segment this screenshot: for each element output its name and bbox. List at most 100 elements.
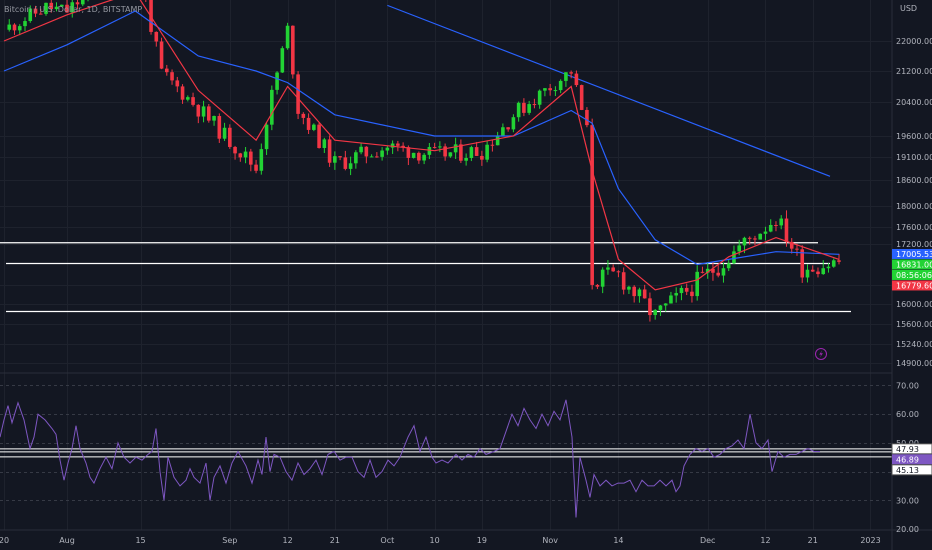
trendline-layer[interactable] — [387, 4, 831, 177]
candle-down — [684, 283, 689, 296]
moving-average-series — [3, 0, 840, 291]
price-tick-label: 18600.00 — [896, 176, 932, 185]
price-tick-label: 17200.00 — [896, 240, 932, 249]
rsi-badge: 45.13 — [891, 464, 932, 476]
candle-down — [375, 152, 379, 158]
candle-up — [385, 145, 390, 155]
candle-down — [12, 23, 17, 35]
support-resistance-levels[interactable] — [0, 242, 851, 313]
price-tick-label: 18000.00 — [896, 202, 932, 211]
candle-down — [228, 124, 232, 149]
candle-down — [364, 146, 369, 164]
candle-up — [606, 260, 610, 275]
candle-down — [590, 118, 594, 290]
candlestick-series — [7, 0, 841, 322]
candle-down — [789, 238, 794, 254]
candle-down — [238, 152, 243, 162]
candle-up — [201, 100, 206, 123]
candle-down — [207, 103, 211, 123]
candle-down — [233, 145, 237, 160]
candle-down — [254, 159, 258, 174]
rsi-badge-text: 47.93 — [896, 445, 919, 454]
candle-down — [700, 266, 705, 274]
candle-up — [543, 88, 547, 97]
candle-down — [810, 265, 815, 272]
price-badge-text: 08:56:06 — [896, 271, 932, 280]
candle-up — [637, 287, 642, 303]
rsi-badge: 46.89 — [892, 454, 932, 465]
candle-down — [191, 92, 195, 107]
candle-down — [170, 69, 174, 85]
candle-down — [327, 135, 332, 167]
candle-up — [23, 17, 27, 32]
candle-down — [406, 145, 411, 166]
price-badge-text: 17005.53 — [896, 250, 932, 259]
candle-down — [164, 64, 169, 76]
candle-down — [548, 83, 552, 96]
candle-down — [306, 113, 311, 134]
candle-down — [690, 284, 694, 303]
candle-up — [453, 137, 458, 159]
price-tick-label: 21200.00 — [896, 67, 932, 76]
candle-down — [774, 221, 778, 232]
candle-up — [259, 143, 264, 175]
candle-up — [627, 285, 631, 294]
time-tick-label: 21 — [808, 536, 818, 545]
grid-lines — [0, 0, 892, 530]
candle-up — [600, 267, 605, 294]
candle-up — [721, 262, 726, 283]
price-badge-text: 16831.00 — [896, 260, 932, 269]
candle-down — [490, 139, 495, 152]
candle-down — [711, 262, 715, 281]
time-axis[interactable]: 20 Aug 15 Sep 12 21 Oct 10 19 Nov 14 Dec 12 21 2023 — [0, 536, 881, 545]
candle-down — [301, 112, 306, 125]
candle-up — [831, 258, 836, 268]
time-tick-label: Aug — [59, 536, 75, 545]
candle-up — [726, 259, 731, 272]
price-tick-label: 14900.00 — [896, 359, 932, 368]
time-tick-label: 15 — [135, 536, 145, 545]
candle-down — [522, 98, 526, 117]
candle-up — [537, 89, 542, 109]
rsi-tick-label: 20.00 — [896, 525, 919, 534]
candle-up — [322, 137, 327, 154]
candle-up — [54, 2, 59, 12]
candle-up — [422, 153, 426, 165]
time-tick-label: 2023 — [860, 536, 880, 545]
candle-up — [826, 263, 831, 273]
time-tick-label: Sep — [222, 536, 237, 545]
candle-up — [779, 215, 784, 230]
candle-down — [621, 267, 626, 295]
candle-down — [338, 155, 342, 161]
candle-up — [28, 5, 33, 23]
candle-up — [658, 304, 663, 316]
candle-up — [485, 140, 489, 163]
price-badge: 08:56:06 — [892, 269, 932, 280]
candle-up — [380, 147, 384, 161]
candle-down — [795, 243, 799, 256]
price-badge-text: 16779.60 — [896, 281, 932, 290]
time-tick-label: 12 — [282, 536, 292, 545]
candle-down — [65, 0, 69, 13]
candle-up — [243, 146, 248, 164]
candle-up — [359, 142, 363, 155]
symbol-title[interactable]: Bitcoin / U.S. Dollar, 1D, BITSTAMP — [4, 5, 142, 14]
candle-up — [558, 79, 563, 94]
candle-up — [464, 153, 468, 166]
rsi-tick-label: 70.00 — [896, 381, 919, 390]
candle-down — [506, 127, 510, 132]
lightning-icon[interactable] — [815, 348, 827, 360]
candle-down — [585, 107, 589, 128]
candle-up — [705, 262, 710, 279]
candle-down — [569, 70, 573, 79]
currency-label: USD — [900, 4, 917, 13]
rsi-badge-text: 45.13 — [896, 466, 919, 475]
candle-down — [642, 284, 647, 299]
candle-down — [291, 25, 295, 79]
candle-up — [285, 22, 290, 50]
price-tick-label: 17600.00 — [896, 223, 932, 232]
rsi-series — [0, 399, 892, 518]
